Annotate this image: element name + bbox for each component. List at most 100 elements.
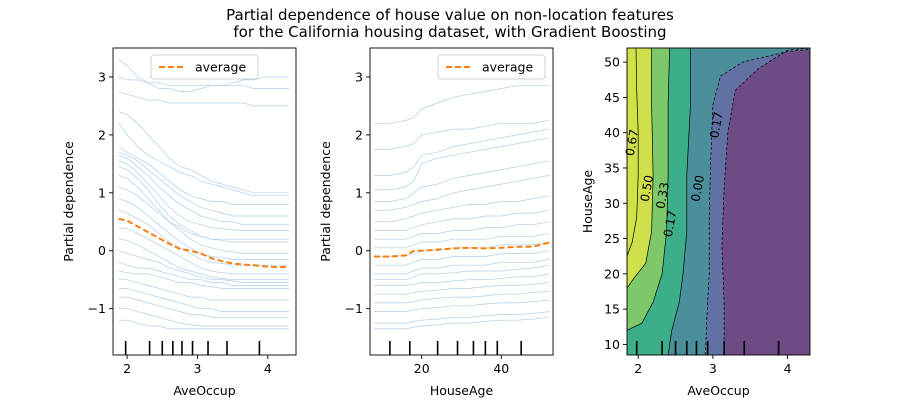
ice-line — [118, 151, 289, 217]
y-tick-label: 20 — [604, 266, 620, 281]
ice-line — [374, 160, 550, 202]
contour-label: 0.50 — [638, 174, 656, 203]
ice-line — [374, 311, 550, 324]
ice-line — [118, 279, 289, 301]
y-tick-label: 3 — [98, 69, 106, 84]
contour-line — [627, 48, 670, 331]
ice-line — [118, 238, 289, 281]
ice-line — [374, 137, 550, 191]
axes-frame — [369, 47, 554, 356]
x-tick-label: 3 — [193, 361, 201, 376]
legend-label: average — [195, 60, 246, 75]
y-tick-label: 50 — [604, 55, 620, 70]
ice-line — [118, 288, 289, 312]
y-axis-label: Partial dependence — [61, 141, 76, 262]
x-axis-label: AveOccup — [687, 383, 749, 398]
contour-label: 0.67 — [623, 128, 641, 157]
y-tick-label: 45 — [604, 90, 620, 105]
contour-label: 0.33 — [653, 181, 671, 210]
legend-box — [437, 54, 546, 80]
figure-title-line-1: Partial dependence of house value on non… — [226, 6, 674, 24]
y-tick-label: 10 — [604, 337, 620, 352]
y-tick-label: 0 — [98, 243, 106, 258]
x-tick-label: 3 — [709, 361, 717, 376]
ice-line — [374, 250, 550, 266]
ice-line — [374, 264, 550, 281]
contour-fills-group — [627, 48, 810, 355]
y-tick-label: 35 — [604, 160, 620, 175]
x-tick-label: 4 — [784, 361, 792, 376]
ice-line — [374, 209, 550, 231]
ice-line — [374, 273, 550, 286]
ice-line — [118, 319, 289, 330]
ice-line — [374, 299, 550, 312]
average-line — [118, 217, 289, 268]
ice-line — [118, 76, 289, 89]
ice-line — [374, 259, 550, 275]
x-tick-label: 2 — [634, 361, 642, 376]
ice-line — [374, 128, 550, 176]
x-tick-label: 2 — [123, 361, 131, 376]
ice-plot-aveoccup: 2 3 4 −1 0 1 2 3 AveOccup Partial dependence avera… — [61, 47, 297, 398]
ice-line — [118, 250, 289, 283]
ice-line — [374, 120, 550, 150]
ice-line — [374, 175, 550, 211]
y-tick-label: 40 — [604, 125, 620, 140]
y-tick-label: 15 — [604, 302, 620, 317]
y-tick-label: 2 — [355, 127, 363, 142]
ice-line — [374, 233, 550, 249]
ice-line — [118, 175, 289, 254]
y-tick-label: −1 — [345, 301, 363, 316]
y-tick-label: 30 — [604, 196, 620, 211]
y-tick-label: 0 — [355, 243, 363, 258]
x-axis-label: AveOccup — [173, 383, 235, 398]
y-tick-label: 1 — [355, 185, 363, 200]
ice-line — [118, 209, 289, 266]
ice-line — [374, 316, 550, 330]
contour-label: 0.17 — [661, 209, 679, 238]
contour-label: 0.00 — [689, 174, 707, 203]
ice-line — [118, 186, 289, 240]
contour-plot-aveoccup-houseage: 0.670.500.330.170.000.172 3 41015202530354… — [580, 47, 811, 398]
ice-line — [118, 270, 289, 289]
ice-lines-group — [374, 85, 550, 330]
y-axis-label: HouseAge — [580, 170, 595, 234]
ice-line — [374, 290, 550, 304]
y-tick-label: 2 — [98, 127, 106, 142]
y-tick-label: 25 — [604, 231, 620, 246]
ice-line — [118, 296, 289, 318]
ice-line — [374, 221, 550, 240]
ice-line — [118, 111, 289, 194]
contour-line — [705, 49, 810, 355]
ice-line — [374, 282, 550, 295]
x-tick-label: 4 — [264, 361, 272, 376]
ice-line — [118, 123, 289, 197]
x-tick-label: 40 — [493, 361, 509, 376]
legend-label: average — [482, 60, 533, 75]
contour-label: 0.17 — [707, 111, 725, 140]
average-line — [374, 241, 550, 258]
ice-line — [118, 261, 289, 286]
ice-line — [118, 146, 289, 205]
contour-line — [627, 48, 654, 289]
ice-line — [118, 91, 289, 107]
contour-line — [721, 48, 810, 355]
y-tick-label: 1 — [98, 185, 106, 200]
axes-frame — [626, 47, 811, 356]
ice-plot-houseage: 20 40 −1 0 1 2 3 HouseAge Partial dependence aver… — [318, 47, 554, 398]
contour-line — [627, 48, 639, 257]
contour-region — [627, 48, 639, 355]
y-tick-label: −1 — [88, 301, 106, 316]
ice-lines-group — [118, 59, 289, 330]
contour-line — [667, 48, 691, 355]
ice-line — [118, 154, 289, 226]
ice-line — [374, 195, 550, 223]
ice-line — [118, 227, 289, 275]
ice-line — [118, 160, 289, 231]
ice-line — [118, 59, 289, 92]
x-tick-label: 20 — [414, 361, 430, 376]
ice-line — [374, 241, 550, 257]
x-axis-label: HouseAge — [430, 383, 494, 398]
ice-line — [374, 85, 549, 124]
